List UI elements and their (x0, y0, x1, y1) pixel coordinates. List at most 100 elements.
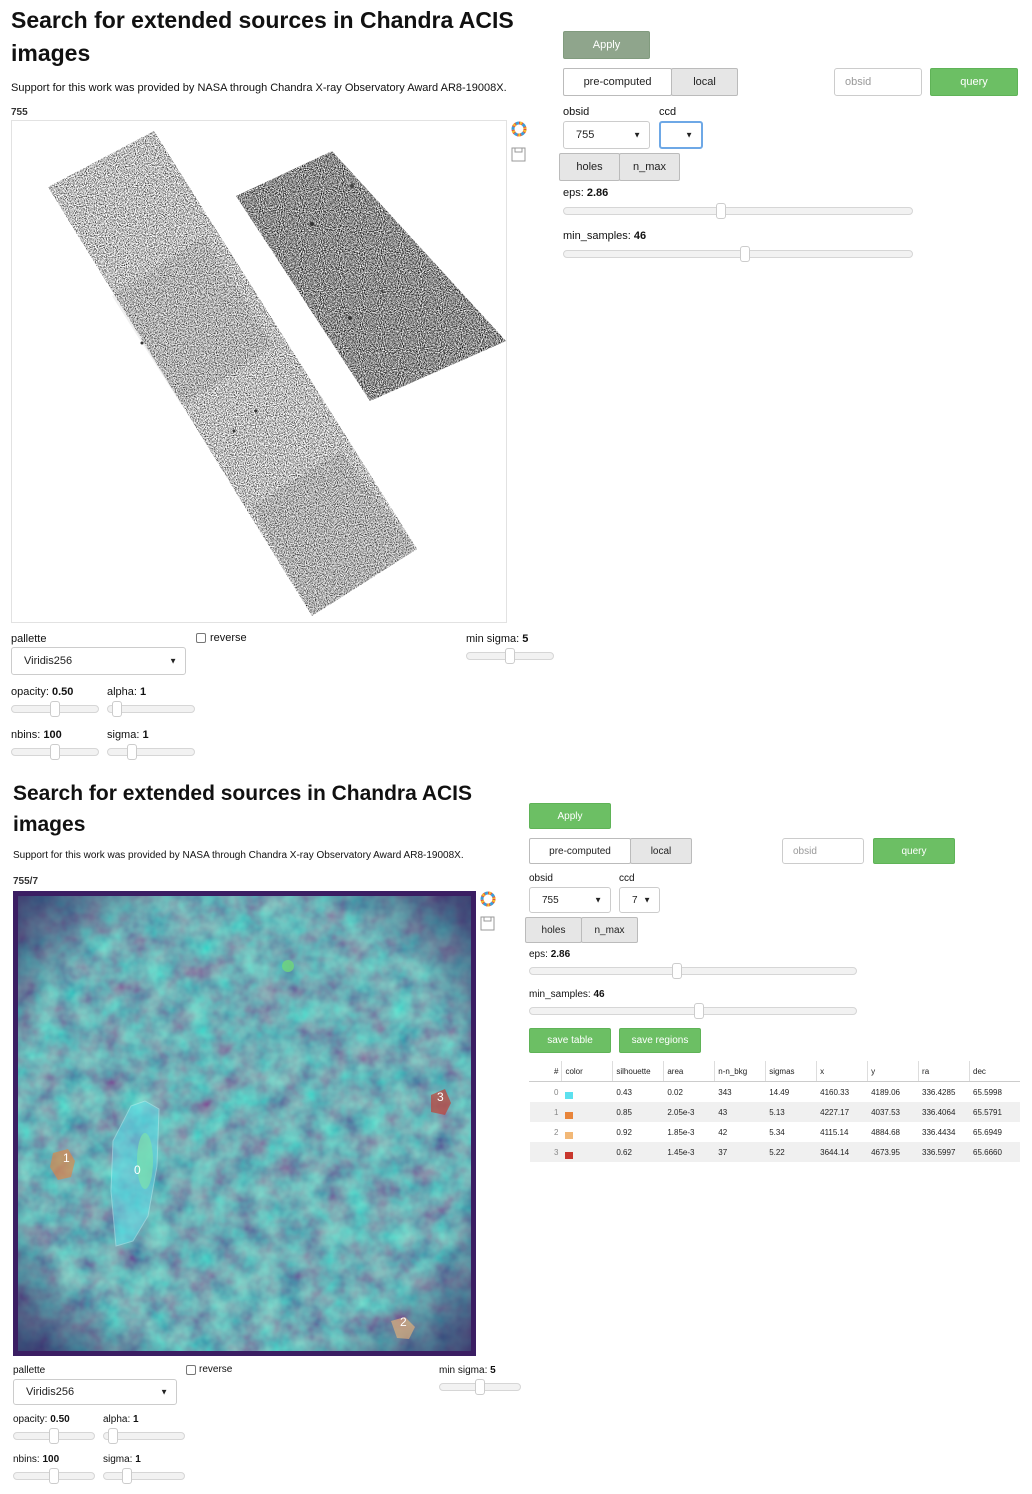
pallette-select[interactable]: Viridis256 ▼ (13, 1379, 177, 1405)
column-header[interactable]: x (816, 1061, 868, 1082)
reverse-label: reverse (210, 632, 247, 644)
bokeh-logo-icon[interactable] (480, 891, 496, 912)
source-region-3 (431, 1089, 451, 1115)
ccd-select[interactable]: ▼ (659, 121, 703, 149)
opacity-slider[interactable] (13, 1428, 95, 1444)
table-row[interactable]: 0 0.43 0.02 343 14.49 4160.33 4189.06 336.4285 6… (530, 1082, 1021, 1103)
sigma-slider[interactable] (103, 1468, 185, 1484)
sigma-label: sigma: 1 (107, 729, 149, 741)
table-row[interactable]: 2 0.92 1.85e-3 42 5.34 4115.14 4884.68 336.4434… (530, 1122, 1021, 1142)
slider-handle[interactable] (50, 701, 60, 717)
table-header-row: # color silhouette area n-n_bkg sigmas x… (529, 1061, 1020, 1082)
min-samples-slider[interactable] (563, 246, 913, 262)
min-sigma-slider[interactable] (439, 1379, 521, 1395)
source-region-1 (50, 1149, 75, 1180)
tab-pre-computed[interactable]: pre-computed (563, 68, 672, 96)
table-cell-n-bkg: 43 (714, 1102, 766, 1122)
alpha-label: alpha: 1 (107, 686, 147, 698)
table-cell-sigmas: 14.49 (769, 1087, 790, 1097)
heatmap-plot[interactable]: 0 1 2 3 (13, 891, 476, 1356)
column-header[interactable]: sigmas (765, 1061, 817, 1082)
chevron-down-icon: ▼ (594, 895, 602, 905)
slider-handle[interactable] (127, 744, 137, 760)
obsid-select[interactable]: 755 ▼ (563, 121, 650, 149)
save-icon[interactable] (511, 147, 526, 167)
save-regions-button[interactable]: save regions (619, 1028, 701, 1053)
obsid-input[interactable]: obsid (834, 68, 922, 96)
tab-local[interactable]: local (671, 68, 738, 96)
column-header[interactable]: y (867, 1061, 919, 1082)
table-cell-area: 1.85e-3 (667, 1127, 695, 1137)
n-max-button[interactable]: n_max (581, 917, 638, 943)
table-cell-y: 4673.95 (867, 1142, 919, 1162)
min-sigma-slider[interactable] (466, 648, 554, 664)
tab-local[interactable]: local (630, 838, 692, 864)
min-samples-label: min_samples: 46 (529, 989, 605, 1000)
alpha-slider[interactable] (107, 701, 195, 717)
opacity-slider[interactable] (11, 701, 99, 717)
nbins-slider[interactable] (11, 744, 99, 760)
slider-handle[interactable] (49, 1468, 59, 1484)
source-region-2 (391, 1317, 415, 1339)
table-cell-sigmas: 5.34 (769, 1127, 785, 1137)
column-header[interactable]: ra (918, 1061, 970, 1082)
bokeh-logo-icon[interactable] (511, 121, 527, 142)
holes-button[interactable]: holes (525, 917, 582, 943)
column-header[interactable]: color (561, 1061, 613, 1082)
sigma-slider[interactable] (107, 744, 195, 760)
alpha-slider[interactable] (103, 1428, 185, 1444)
save-icon[interactable] (480, 916, 495, 936)
table-row[interactable]: 3 0.62 1.45e-3 37 5.22 3644.14 4673.95 336.5997… (529, 1142, 1020, 1162)
slider-handle[interactable] (672, 963, 682, 979)
column-header[interactable]: silhouette (612, 1061, 664, 1082)
eps-label: eps: 2.86 (529, 949, 571, 960)
color-swatch (565, 1111, 574, 1119)
apply-button[interactable]: Apply (563, 31, 650, 59)
row-index: 1 (529, 1102, 562, 1122)
query-button[interactable]: query (930, 68, 1018, 96)
eps-slider[interactable] (563, 203, 913, 219)
tab-pre-computed[interactable]: pre-computed (529, 838, 631, 864)
table-cell-y: 4037.53 (867, 1102, 919, 1122)
nbins-slider[interactable] (13, 1468, 95, 1484)
apply-button[interactable]: Apply (529, 803, 611, 829)
table-cell-x: 4227.17 (816, 1102, 868, 1122)
slider-handle[interactable] (694, 1003, 704, 1019)
table-row[interactable]: 1 0.85 2.05e-3 43 5.13 4227.17 4037.53 336.4064… (529, 1102, 1020, 1122)
table-cell-dec: 65.6660 (969, 1142, 1020, 1162)
slider-handle[interactable] (740, 246, 750, 262)
table-cell-silhouette: 0.85 (612, 1102, 664, 1122)
save-table-button[interactable]: save table (529, 1028, 611, 1053)
column-header[interactable]: # (529, 1061, 562, 1082)
color-swatch (565, 1091, 574, 1099)
source-label-3: 3 (437, 1090, 444, 1104)
slider-handle[interactable] (112, 701, 122, 717)
table-cell-y: 4884.68 (871, 1127, 900, 1137)
column-header[interactable]: dec (969, 1061, 1020, 1082)
slider-handle[interactable] (475, 1379, 485, 1395)
query-button[interactable]: query (873, 838, 955, 864)
pallette-select[interactable]: Viridis256 ▼ (11, 647, 186, 675)
min-samples-slider[interactable] (529, 1003, 857, 1019)
slider-handle[interactable] (505, 648, 515, 664)
reverse-checkbox[interactable] (186, 1365, 196, 1375)
table-cell-y: 4189.06 (871, 1087, 900, 1097)
eps-slider[interactable] (529, 963, 857, 979)
slider-handle[interactable] (716, 203, 726, 219)
table-cell-ra: 336.5997 (918, 1142, 970, 1162)
obsid-input[interactable]: obsid (782, 838, 864, 864)
table-cell-silhouette: 0.92 (616, 1127, 632, 1137)
n-max-button[interactable]: n_max (619, 153, 680, 181)
slider-handle[interactable] (49, 1428, 59, 1444)
ccd-select[interactable]: 7 ▼ (619, 887, 660, 913)
slider-handle[interactable] (50, 744, 60, 760)
acis-image-plot[interactable] (11, 120, 507, 623)
column-header[interactable]: area (663, 1061, 715, 1082)
slider-handle[interactable] (108, 1428, 118, 1444)
reverse-checkbox[interactable] (196, 633, 206, 643)
obsid-select[interactable]: 755 ▼ (529, 887, 611, 913)
min-samples-label: min_samples: 46 (563, 230, 647, 242)
holes-button[interactable]: holes (559, 153, 620, 181)
slider-handle[interactable] (122, 1468, 132, 1484)
column-header[interactable]: n-n_bkg (714, 1061, 766, 1082)
